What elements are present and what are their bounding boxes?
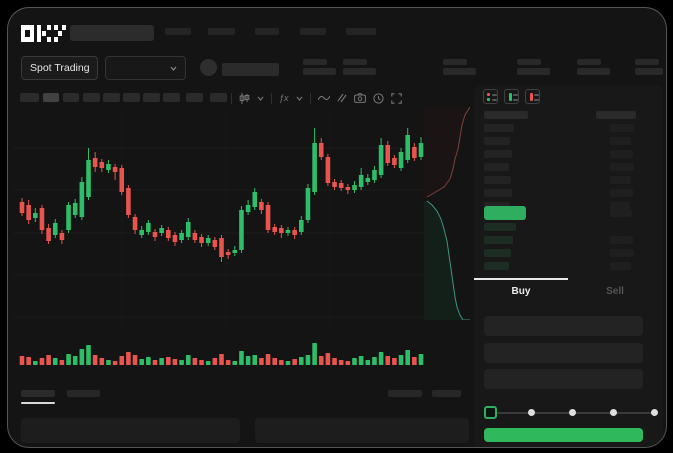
slider-stop[interactable] <box>650 409 658 416</box>
volume-chart[interactable] <box>14 336 424 366</box>
timeframe-8[interactable] <box>163 93 180 102</box>
chevron-down-icon[interactable] <box>296 96 303 101</box>
timeframe-9[interactable] <box>186 93 203 102</box>
timeframe-3[interactable] <box>63 93 79 102</box>
ask-row-size[interactable] <box>610 124 634 132</box>
orders-panel-placeholder <box>21 418 240 443</box>
ask-row-size[interactable] <box>610 163 634 171</box>
price-row-size[interactable] <box>610 209 632 217</box>
timeframe-1[interactable] <box>20 93 39 102</box>
camera-icon[interactable] <box>353 93 366 103</box>
divider <box>231 92 232 104</box>
timeframe-2-active[interactable] <box>43 93 59 102</box>
price-input[interactable] <box>484 316 643 336</box>
bottom-action-1[interactable] <box>388 390 422 397</box>
market-type-label: Spot Trading <box>30 62 90 74</box>
ask-row[interactable] <box>484 124 514 132</box>
buy-submit-button[interactable] <box>484 428 643 442</box>
slider-stop[interactable] <box>527 409 535 416</box>
nav-item-4[interactable] <box>300 28 326 35</box>
ticker-stat-3 <box>443 59 476 75</box>
bid-row-size[interactable] <box>610 249 634 257</box>
compare-icon[interactable] <box>337 93 347 103</box>
bid-row[interactable] <box>484 223 516 231</box>
app-window: Spot Trading <box>7 7 667 448</box>
ask-row[interactable] <box>484 189 512 197</box>
ticker-stat-2 <box>343 59 376 75</box>
tab-sell[interactable]: Sell <box>606 286 624 297</box>
chevron-down-icon <box>170 66 177 71</box>
bottom-tab-2[interactable] <box>67 390 100 397</box>
depth-chart[interactable] <box>424 107 470 320</box>
indicators-fx-icon[interactable]: ƒx <box>279 93 289 103</box>
tab-buy[interactable]: Buy <box>511 286 531 297</box>
pair-selector[interactable] <box>105 56 186 80</box>
bid-row[interactable] <box>484 236 513 244</box>
timeframe-5[interactable] <box>103 93 120 102</box>
bid-row-size[interactable] <box>610 262 631 270</box>
fullscreen-icon[interactable] <box>390 92 402 104</box>
ticker-stat-6 <box>635 59 663 75</box>
pair-name-placeholder <box>222 63 279 76</box>
timeframe-7[interactable] <box>143 93 160 102</box>
ask-row-size[interactable] <box>610 176 631 184</box>
slider-stop[interactable] <box>609 409 617 416</box>
ticker-stat-1 <box>303 59 336 75</box>
bottom-tab-indicator <box>21 402 55 404</box>
ask-row[interactable] <box>484 176 511 184</box>
book-combined-icon[interactable] <box>483 89 498 104</box>
history-panel-placeholder <box>255 418 469 443</box>
candle-type-icon[interactable] <box>239 92 250 104</box>
bottom-action-2[interactable] <box>432 390 461 397</box>
bid-row-size[interactable] <box>610 236 633 244</box>
bid-row[interactable] <box>484 262 509 270</box>
chart-tools: ƒx <box>231 91 402 105</box>
timeframe-6[interactable] <box>123 93 140 102</box>
ticker-stat-5 <box>577 59 610 75</box>
search-input[interactable] <box>70 25 154 41</box>
market-type-selector[interactable]: Spot Trading <box>21 56 98 80</box>
book-header-left[interactable] <box>484 111 528 119</box>
candlestick-chart[interactable] <box>14 110 424 330</box>
order-book[interactable] <box>474 85 663 275</box>
book-header-right[interactable] <box>596 111 636 119</box>
ask-row[interactable] <box>484 163 509 171</box>
coin-avatar <box>200 59 217 76</box>
bid-row[interactable] <box>484 249 511 257</box>
total-input[interactable] <box>484 369 643 389</box>
active-tab-indicator <box>474 278 568 280</box>
order-panel: Buy Sell <box>474 85 663 447</box>
ask-row-size[interactable] <box>610 202 630 210</box>
slider-stop[interactable] <box>568 409 576 416</box>
book-asks-icon[interactable] <box>525 89 540 104</box>
book-bids-icon[interactable] <box>504 89 519 104</box>
divider <box>271 92 272 104</box>
nav-item-2[interactable] <box>208 28 235 35</box>
amount-input[interactable] <box>484 343 643 363</box>
slider-handle[interactable] <box>483 406 497 419</box>
nav-item-3[interactable] <box>255 28 279 35</box>
ticker-stat-4 <box>517 59 550 75</box>
timeframe-4[interactable] <box>83 93 100 102</box>
divider <box>309 92 311 104</box>
nav-item-1[interactable] <box>165 28 191 35</box>
ask-row[interactable] <box>484 137 510 145</box>
ask-row-size[interactable] <box>610 150 633 158</box>
nav-item-5[interactable] <box>346 28 376 35</box>
history-clock-icon[interactable] <box>372 92 384 104</box>
ask-row-size[interactable] <box>610 189 633 197</box>
ask-row-size[interactable] <box>610 137 631 145</box>
line-tool-icon[interactable] <box>317 94 330 102</box>
okx-logo <box>21 25 66 42</box>
last-price-bar[interactable] <box>484 206 526 220</box>
chevron-down-icon[interactable] <box>257 96 264 101</box>
timeframe-10[interactable] <box>210 93 227 102</box>
bottom-tab-1-active[interactable] <box>21 390 55 397</box>
ask-row[interactable] <box>484 150 512 158</box>
